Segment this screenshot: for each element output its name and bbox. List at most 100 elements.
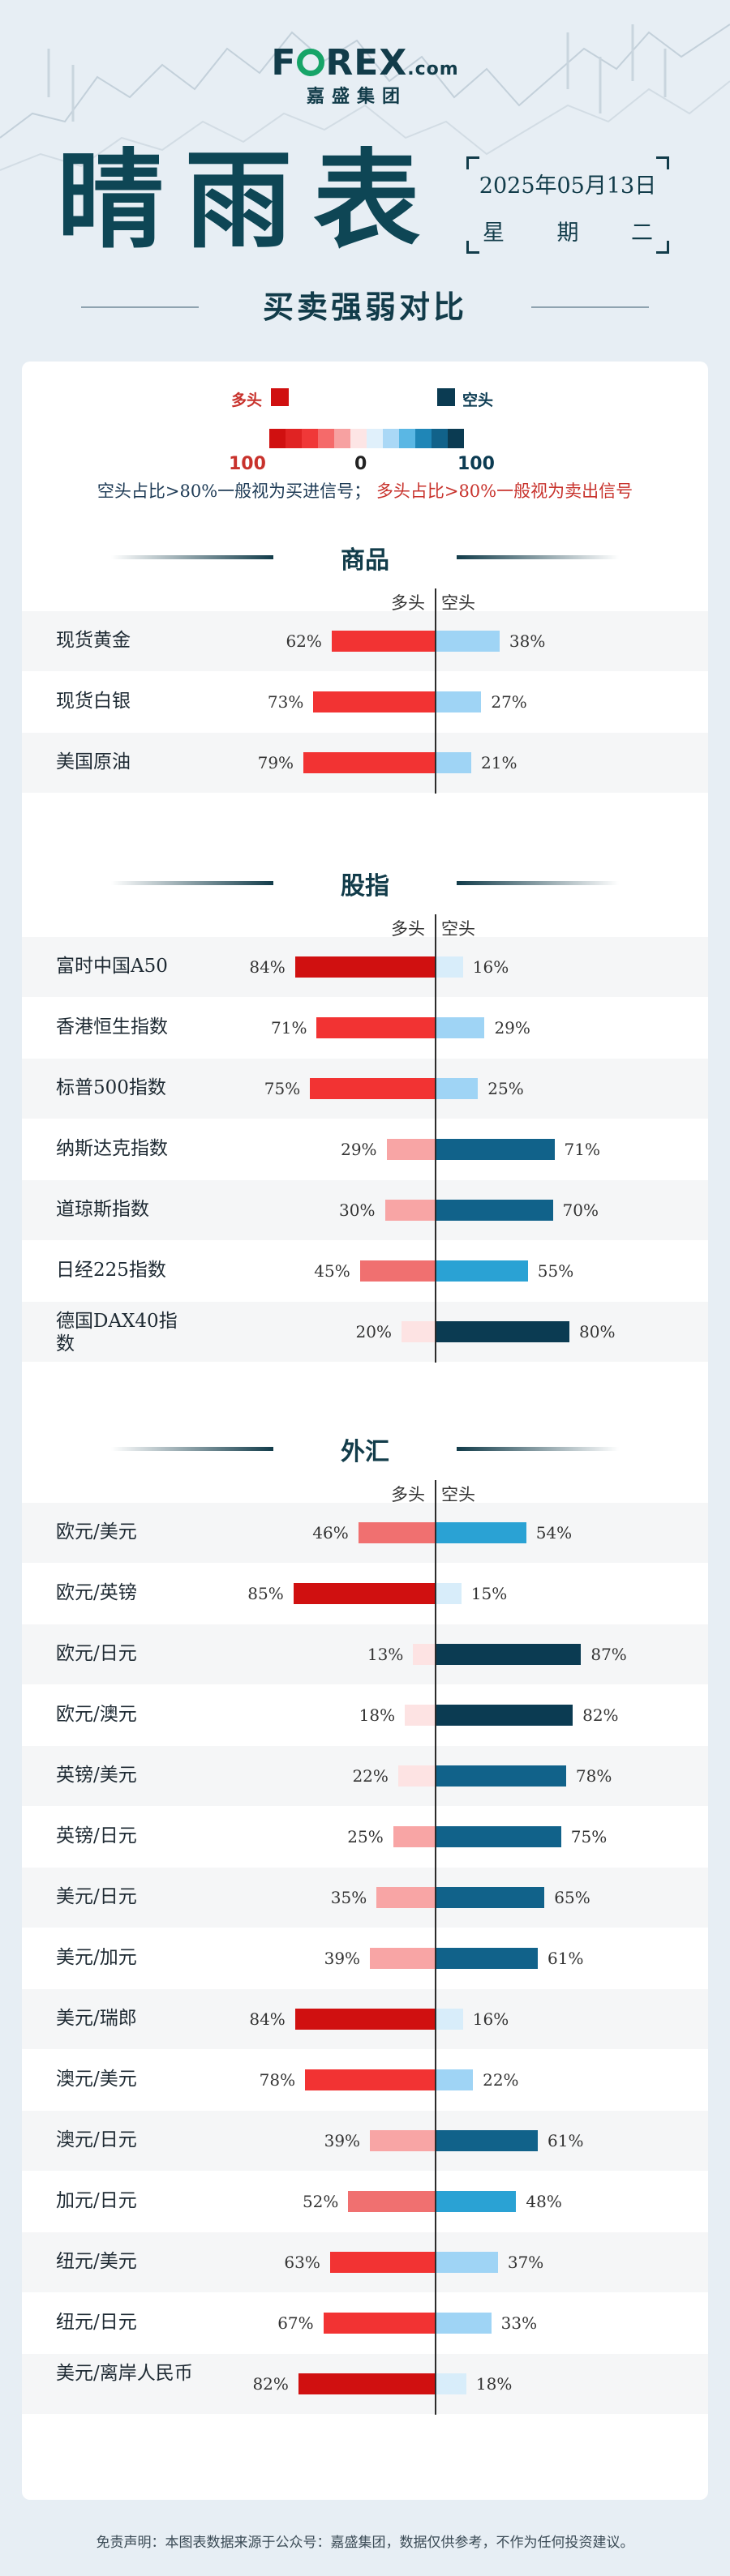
- axis-label-short: 空头: [441, 919, 475, 939]
- legend-gradient-step: [286, 429, 302, 448]
- legend-gradient-step: [383, 429, 399, 448]
- short-percent: 78%: [575, 1766, 612, 1786]
- legend: 多头 空头 100 0 100: [22, 384, 708, 474]
- short-percent: 71%: [564, 1140, 600, 1159]
- table-row: 英镑/美元 22% 78%: [22, 1746, 708, 1806]
- short-bar: [436, 1321, 569, 1342]
- short-percent: 48%: [526, 2192, 562, 2211]
- long-percent: 20%: [355, 1322, 392, 1341]
- long-bar: [358, 1522, 435, 1543]
- section-title-right-line: [457, 881, 619, 885]
- long-percent: 84%: [249, 957, 286, 977]
- row-instrument-name: 日经225指数: [56, 1260, 166, 1281]
- long-bar: [376, 1887, 435, 1908]
- table-row: 美元/瑞郎 84% 16%: [22, 1989, 708, 2049]
- legend-gradient-step: [432, 429, 448, 448]
- table-row: 德国DAX40指数 20% 80%: [22, 1302, 708, 1362]
- table-row: 纳斯达克指数 29% 71%: [22, 1119, 708, 1179]
- long-bar: [303, 752, 435, 773]
- row-instrument-name: 现货白银: [56, 691, 131, 712]
- legend-gradient-step: [448, 429, 464, 448]
- long-bar: [370, 1948, 435, 1969]
- table-row: 美国原油 79% 21%: [22, 733, 708, 793]
- table-row: 澳元/美元 78% 22%: [22, 2050, 708, 2110]
- legend-gradient-step: [350, 429, 367, 448]
- legend-gradient-step: [415, 429, 432, 448]
- legend-center-number: 0: [354, 454, 367, 474]
- short-percent: 33%: [500, 2313, 538, 2333]
- center-divider-line: [435, 914, 436, 1363]
- row-instrument-name: 纽元/美元: [56, 2251, 137, 2272]
- table-row: 香港恒生指数 71% 29%: [22, 998, 708, 1058]
- long-bar: [294, 956, 435, 978]
- long-percent: 62%: [286, 631, 322, 651]
- long-percent: 71%: [271, 1018, 307, 1038]
- short-bar: [436, 2009, 463, 2030]
- short-percent: 65%: [554, 1888, 590, 1907]
- row-instrument-name: 纽元/日元: [56, 2312, 137, 2333]
- legend-gradient-step: [399, 429, 415, 448]
- long-percent: 75%: [264, 1079, 301, 1098]
- weekday-text: 星期二: [483, 220, 653, 246]
- long-bar: [294, 2009, 435, 2030]
- section-title-left-line: [111, 881, 273, 885]
- short-percent: 82%: [582, 1705, 619, 1725]
- section-title: 商品: [341, 546, 389, 575]
- short-percent: 21%: [481, 753, 517, 772]
- logo-o-ring-icon: [297, 49, 325, 76]
- axis-label-short: 空头: [441, 593, 475, 613]
- short-bar: [436, 2252, 498, 2273]
- table-row: 欧元/日元 13% 87%: [22, 1624, 708, 1684]
- legend-gradient-step: [334, 429, 350, 448]
- date-box: 2025年05月13日 星期二: [466, 156, 669, 254]
- row-instrument-name: 现货黄金: [56, 630, 131, 651]
- table-row: 美元/日元 35% 65%: [22, 1868, 708, 1928]
- short-percent: 38%: [509, 631, 546, 651]
- short-bar: [436, 1826, 561, 1847]
- long-bar: [313, 691, 435, 712]
- long-percent: 39%: [324, 1949, 361, 1968]
- row-instrument-name: 欧元/英镑: [56, 1582, 137, 1603]
- long-percent: 67%: [277, 2313, 314, 2333]
- long-percent: 30%: [339, 1200, 376, 1220]
- table-row: 日经225指数 45% 55%: [22, 1241, 708, 1301]
- row-instrument-name: 美元/日元: [56, 1886, 137, 1907]
- short-bar: [436, 631, 500, 652]
- short-bar: [436, 1260, 528, 1282]
- long-percent: 84%: [249, 2009, 286, 2029]
- long-percent: 82%: [252, 2374, 289, 2394]
- long-bar: [331, 631, 435, 652]
- legend-note-short: 空头占比>80%一般视为买进信号；: [97, 481, 371, 501]
- long-percent: 45%: [314, 1261, 350, 1281]
- long-bar: [370, 2130, 435, 2151]
- long-percent: 22%: [352, 1766, 389, 1786]
- short-bar: [436, 1887, 545, 1908]
- table-row: 英镑/日元 25% 75%: [22, 1807, 708, 1867]
- short-bar: [436, 1948, 539, 1969]
- short-bar: [436, 2069, 474, 2090]
- long-bar: [413, 1644, 435, 1665]
- table-row: 加元/日元 52% 48%: [22, 2172, 708, 2232]
- long-percent: 18%: [359, 1705, 396, 1725]
- axis-label-long: 多头: [391, 1485, 425, 1504]
- short-bar: [436, 691, 482, 712]
- table-row: 欧元/英镑 85% 15%: [22, 1564, 708, 1624]
- long-bar: [384, 1200, 435, 1221]
- short-percent: 87%: [590, 1645, 627, 1664]
- legend-long-swatch: [271, 388, 289, 406]
- long-bar: [329, 2252, 435, 2273]
- long-bar: [310, 1078, 435, 1099]
- row-instrument-name: 纳斯达克指数: [56, 1138, 168, 1159]
- short-percent: 70%: [562, 1200, 599, 1220]
- logo-subtitle: 嘉盛集团: [306, 87, 407, 107]
- short-bar: [436, 1765, 566, 1787]
- long-bar: [323, 2313, 435, 2334]
- short-percent: 61%: [548, 1949, 584, 1968]
- short-percent: 54%: [535, 1523, 573, 1543]
- row-instrument-name: 香港恒生指数: [56, 1016, 168, 1038]
- legend-gradient-step: [367, 429, 383, 448]
- row-instrument-name: 欧元/日元: [56, 1643, 137, 1664]
- legend-gradient-step: [302, 429, 318, 448]
- axis-label-short: 空头: [441, 1485, 475, 1504]
- short-percent: 61%: [548, 2131, 584, 2150]
